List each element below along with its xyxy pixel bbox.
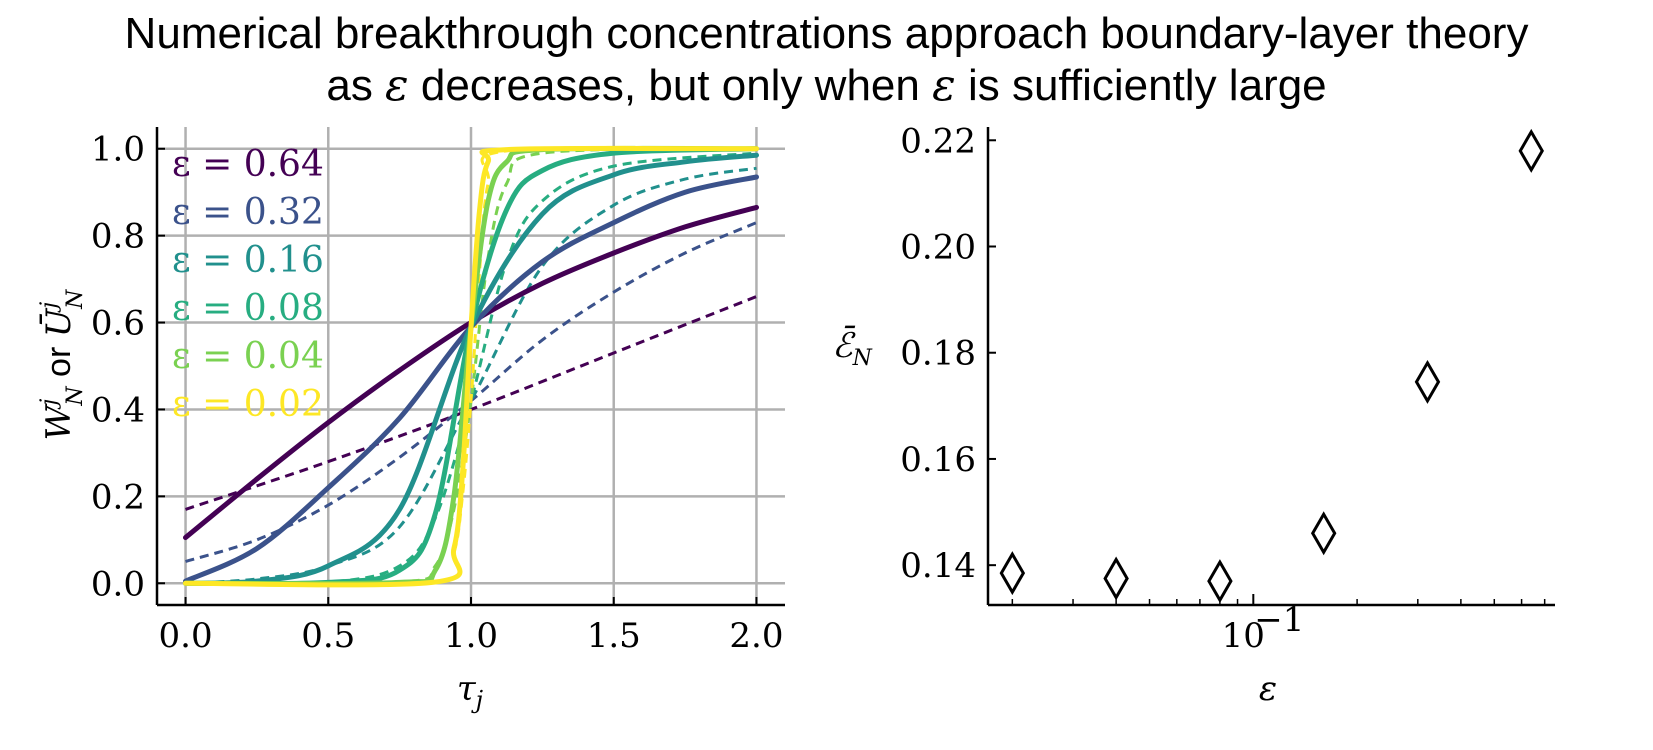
right-y-tick-label: 0.18 [900, 334, 976, 374]
title-line-2-part-c: is sufficiently large [955, 61, 1327, 110]
svg-text:WjN or ŪjN: WjN or ŪjN [37, 289, 88, 441]
legend-entry: ε = 0.02 [172, 384, 324, 425]
legend-entry: ε = 0.04 [172, 336, 324, 377]
left-x-axis-label: τj [457, 669, 484, 714]
scatter-point-diamond [999, 551, 1026, 596]
left-y-tick-label: 0.2 [91, 477, 145, 517]
series-dashed-line [185, 151, 757, 586]
right-y-tick-label: 0.20 [900, 228, 976, 268]
left-legend: ε = 0.64 ε = 0.32 ε = 0.16 ε = 0.08 ε = 0.04… [172, 144, 324, 425]
left-y-tick-label: 0.0 [91, 564, 145, 604]
left-axes: 0.0 0.5 1.0 1.5 2.0 0.0 0.2 0.4 0.6 0.8 1.0 [91, 127, 785, 656]
right-y-tick-label: 0.14 [900, 546, 976, 586]
right-axes: 0.14 0.16 0.18 0.20 0.22 10−1 [900, 121, 1555, 656]
right-y-tick-label: 0.22 [900, 121, 976, 161]
scatter-point-diamond [1518, 128, 1544, 173]
right-y-axis-label: ℰ̄N [832, 325, 873, 371]
right-scatter-points [999, 128, 1544, 604]
left-y-tick-label: 1.0 [91, 130, 145, 170]
left-y-tick-label: 0.6 [91, 304, 145, 344]
title-line-2-part-a: as [326, 61, 386, 110]
scatter-point-diamond [1414, 359, 1441, 404]
title-line-1: Numerical breakthrough concentrations ap… [124, 9, 1529, 58]
left-x-tick-label: 0.5 [301, 616, 355, 656]
right-chart: 0.14 0.16 0.18 0.20 0.22 10−1 ε ℰ̄N [832, 121, 1555, 709]
right-x-tick-label: 10 [1222, 616, 1265, 656]
title-line-2-part-b: decreases, but only when [408, 61, 933, 110]
right-x-axis-label: ε [1259, 669, 1277, 709]
left-series-lines [183, 145, 759, 588]
right-y-tick-label: 0.16 [900, 440, 976, 480]
scatter-point-diamond [1103, 556, 1129, 601]
left-x-tick-label: 1.0 [444, 616, 498, 656]
scatter-point-diamond [1207, 559, 1233, 604]
left-x-tick-label: 0.0 [159, 616, 213, 656]
left-x-tick-label: 1.5 [587, 616, 641, 656]
left-y-axis-label: WjN or ŪjN [37, 289, 88, 441]
legend-entry: ε = 0.32 [172, 192, 324, 233]
title-epsilon-symbol: ε [932, 60, 956, 111]
legend-entry: ε = 0.08 [172, 288, 324, 329]
series-solid-line [183, 204, 759, 541]
left-y-tick-label: 0.8 [91, 217, 145, 257]
left-chart: 0.0 0.5 1.0 1.5 2.0 0.0 0.2 0.4 0.6 0.8 1.0 ε = 0.… [37, 127, 785, 714]
right-x-tick-exponent: −1 [1254, 600, 1304, 640]
title-epsilon-symbol: ε [385, 60, 409, 111]
legend-entry: ε = 0.16 [172, 240, 324, 281]
title-line-2: as ε decreases, but only when ε is suffi… [0, 60, 1653, 112]
legend-entry: ε = 0.64 [172, 144, 324, 185]
series-solid-line [183, 145, 759, 588]
left-y-tick-label: 0.4 [91, 390, 145, 430]
chart-title: Numerical breakthrough concentrations ap… [0, 8, 1653, 112]
left-x-tick-label: 2.0 [729, 616, 783, 656]
scatter-point-diamond [1310, 511, 1337, 556]
